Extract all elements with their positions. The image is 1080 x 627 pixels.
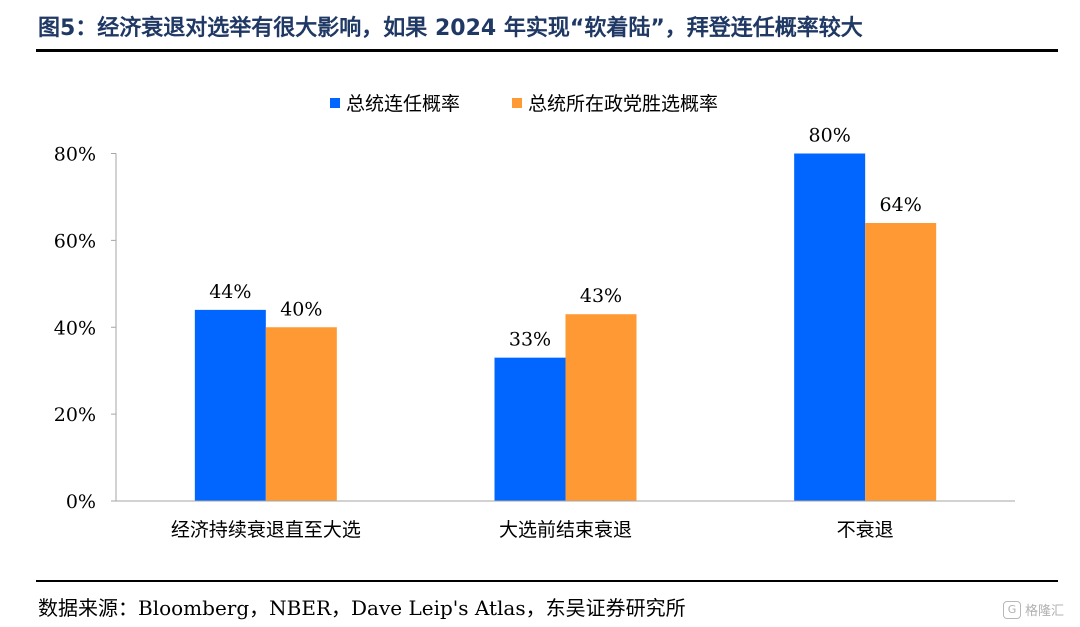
bar [265, 327, 337, 501]
bar [865, 223, 937, 501]
figure-title: 图5：经济衰退对选举有很大影响，如果 2024 年实现“软着陆”，拜登连任概率较… [38, 16, 863, 41]
watermark: G 格隆汇 [1002, 600, 1064, 619]
source-rule [36, 580, 1058, 582]
chart-bars: 44% 40% 33% 43% 80% 64% [194, 125, 937, 501]
watermark-logo-icon: G [1002, 600, 1021, 619]
x-axis: 经济持续衰退直至大选 大选前结束衰退 不衰退 [116, 500, 1015, 541]
bar [794, 153, 866, 501]
y-tick-label: 40% [54, 317, 96, 339]
bar [194, 309, 266, 501]
data-label: 40% [280, 298, 322, 320]
source-note: 数据来源：Bloomberg，NBER，Dave Leip's Atlas，东吴… [38, 596, 686, 620]
y-tick-label: 80% [54, 144, 96, 166]
data-label: 43% [580, 285, 622, 307]
bar [565, 314, 637, 501]
y-tick-label: 60% [54, 230, 96, 252]
x-tick-label: 大选前结束衰退 [499, 519, 632, 541]
legend-label: 总统所在政党胜选概率 [528, 93, 718, 115]
data-label: 33% [509, 329, 551, 351]
y-axis: 0% 20% 40% 60% 80% [54, 144, 117, 513]
legend-label: 总统连任概率 [346, 93, 460, 115]
legend-swatch [330, 98, 340, 108]
data-label: 80% [809, 125, 851, 147]
bar [494, 357, 566, 501]
y-tick-label: 20% [54, 404, 96, 426]
data-label: 44% [209, 281, 251, 303]
y-tick-label: 0% [66, 491, 96, 513]
chart-legend: 总统连任概率 总统所在政党胜选概率 [330, 93, 718, 115]
watermark-text: 格隆汇 [1024, 604, 1064, 619]
x-tick-label: 不衰退 [837, 519, 894, 541]
bar-chart: 总统连任概率 总统所在政党胜选概率 0% 20% 40% 60% 80% 44% 40% 33… [54, 93, 1015, 541]
data-label: 64% [880, 194, 922, 216]
x-tick-label: 经济持续衰退直至大选 [171, 519, 361, 541]
legend-swatch [512, 98, 522, 108]
title-rule [36, 49, 1058, 52]
